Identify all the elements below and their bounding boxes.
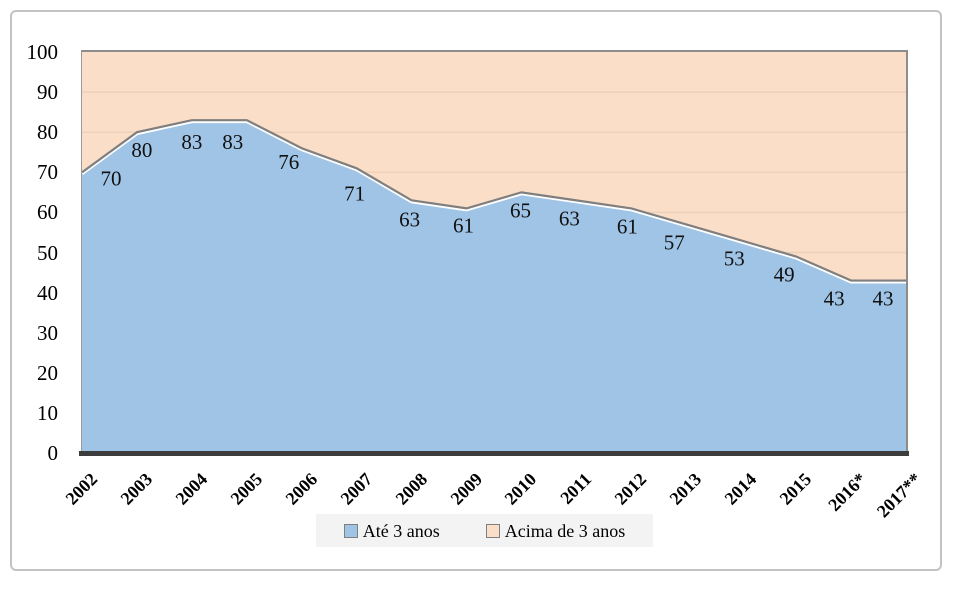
y-tick-label: 60 xyxy=(37,200,58,225)
data-label: 70 xyxy=(101,166,122,190)
legend: Até 3 anos Acima de 3 anos xyxy=(316,514,653,547)
plot-area: 70 80 83 83 76 71 63 61 65 63 61 57 53 49 43 43 xyxy=(81,50,908,455)
legend-label-acima-de-3-anos: Acima de 3 anos xyxy=(504,520,626,541)
data-label: 65 xyxy=(510,198,531,222)
data-label: 80 xyxy=(131,138,152,162)
data-label: 49 xyxy=(774,263,795,287)
y-tick-label: 20 xyxy=(37,360,58,385)
data-label: 61 xyxy=(453,213,474,237)
legend-swatch-ate-3-anos-icon xyxy=(343,523,358,538)
data-label: 83 xyxy=(222,130,243,154)
y-tick-label: 40 xyxy=(37,280,58,305)
legend-swatch-acima-de-3-anos-icon xyxy=(485,523,500,538)
data-label: 76 xyxy=(278,150,299,174)
y-tick-label: 90 xyxy=(37,80,58,105)
legend-item-acima-de-3-anos: Acima de 3 anos xyxy=(485,520,626,541)
legend-item-ate-3-anos: Até 3 anos xyxy=(343,520,440,541)
y-tick-label: 70 xyxy=(37,160,58,185)
data-label: 83 xyxy=(181,130,202,154)
data-label: 63 xyxy=(559,206,580,230)
series-boundary-line xyxy=(82,119,906,282)
data-label: 71 xyxy=(344,181,365,205)
data-label: 43 xyxy=(824,287,845,311)
data-label: 61 xyxy=(617,214,638,238)
data-label: 43 xyxy=(873,287,894,311)
y-tick-label: 30 xyxy=(37,320,58,345)
data-label: 57 xyxy=(664,230,685,254)
y-tick-label: 80 xyxy=(37,120,58,145)
x-axis-line xyxy=(79,451,909,456)
legend-label-ate-3-anos: Até 3 anos xyxy=(362,520,440,541)
y-tick-label: 50 xyxy=(37,240,58,265)
y-tick-label: 10 xyxy=(37,400,58,425)
data-label: 63 xyxy=(399,207,420,231)
data-label: 53 xyxy=(724,246,745,270)
series-area-ate-3-anos xyxy=(82,120,906,453)
stacked-area-plot: 70 80 83 83 76 71 63 61 65 63 61 57 53 49 43 43 xyxy=(82,52,906,453)
y-tick-label: 100 xyxy=(26,40,59,64)
y-tick-label: 0 xyxy=(47,441,59,465)
series-boundary-edge xyxy=(82,119,906,284)
